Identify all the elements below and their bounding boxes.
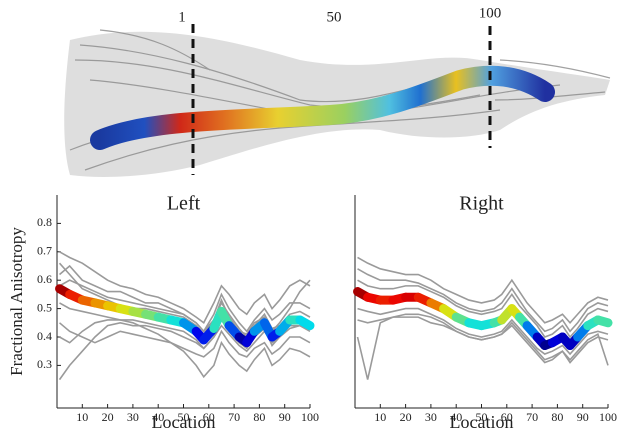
x-tick-label: 30 [127, 410, 139, 424]
tract-label: 100 [479, 5, 502, 21]
x-tick-label: 100 [301, 410, 319, 424]
chart-title: Right [459, 193, 504, 215]
x-tick-label: 10 [76, 410, 88, 424]
y-tick-label: 0.7 [37, 244, 52, 258]
mean-line-segment [593, 315, 613, 328]
x-tick-label: 50 [476, 410, 488, 424]
y-tick-label: 0.8 [37, 215, 52, 229]
subject-line [357, 279, 609, 339]
x-axis-label: Location [450, 412, 514, 432]
x-tick-label: 10 [374, 410, 386, 424]
subject-line [357, 256, 609, 325]
x-tick-label: 70 [526, 410, 538, 424]
y-tick-label: 0.5 [37, 300, 52, 314]
subject-line [357, 316, 609, 364]
subject-line [59, 302, 311, 350]
subject-line [59, 322, 311, 358]
y-tick-label: 0.3 [37, 357, 52, 371]
x-tick-label: 60 [203, 410, 215, 424]
x-axis-label: Location [152, 412, 216, 432]
tract-label: 50 [327, 9, 342, 25]
chart-title: Left [167, 193, 201, 215]
x-tick-label: 80 [551, 410, 563, 424]
subject-line [357, 307, 609, 356]
x-tick-label: 40 [152, 410, 164, 424]
x-tick-label: 20 [400, 410, 412, 424]
x-tick-label: 40 [450, 410, 462, 424]
subject-line [59, 319, 311, 379]
x-tick-label: 60 [501, 410, 513, 424]
tract-label: 1 [178, 9, 186, 25]
subject-line [59, 251, 311, 325]
mean-line-segment [295, 315, 315, 331]
y-tick-label: 0.6 [37, 272, 52, 286]
subject-line [357, 268, 609, 333]
x-tick-label: 90 [279, 410, 291, 424]
x-tick-label: 50 [178, 410, 190, 424]
x-tick-label: 80 [253, 410, 265, 424]
x-tick-label: 20 [102, 410, 114, 424]
y-axis-label: Fractional Anisotropy [7, 227, 26, 376]
x-tick-label: 100 [599, 410, 617, 424]
y-tick-label: 0.4 [37, 329, 52, 343]
x-tick-label: 30 [425, 410, 437, 424]
x-tick-label: 70 [228, 410, 240, 424]
x-tick-label: 90 [577, 410, 589, 424]
tract-illustration: 1 50 100 [64, 5, 611, 177]
